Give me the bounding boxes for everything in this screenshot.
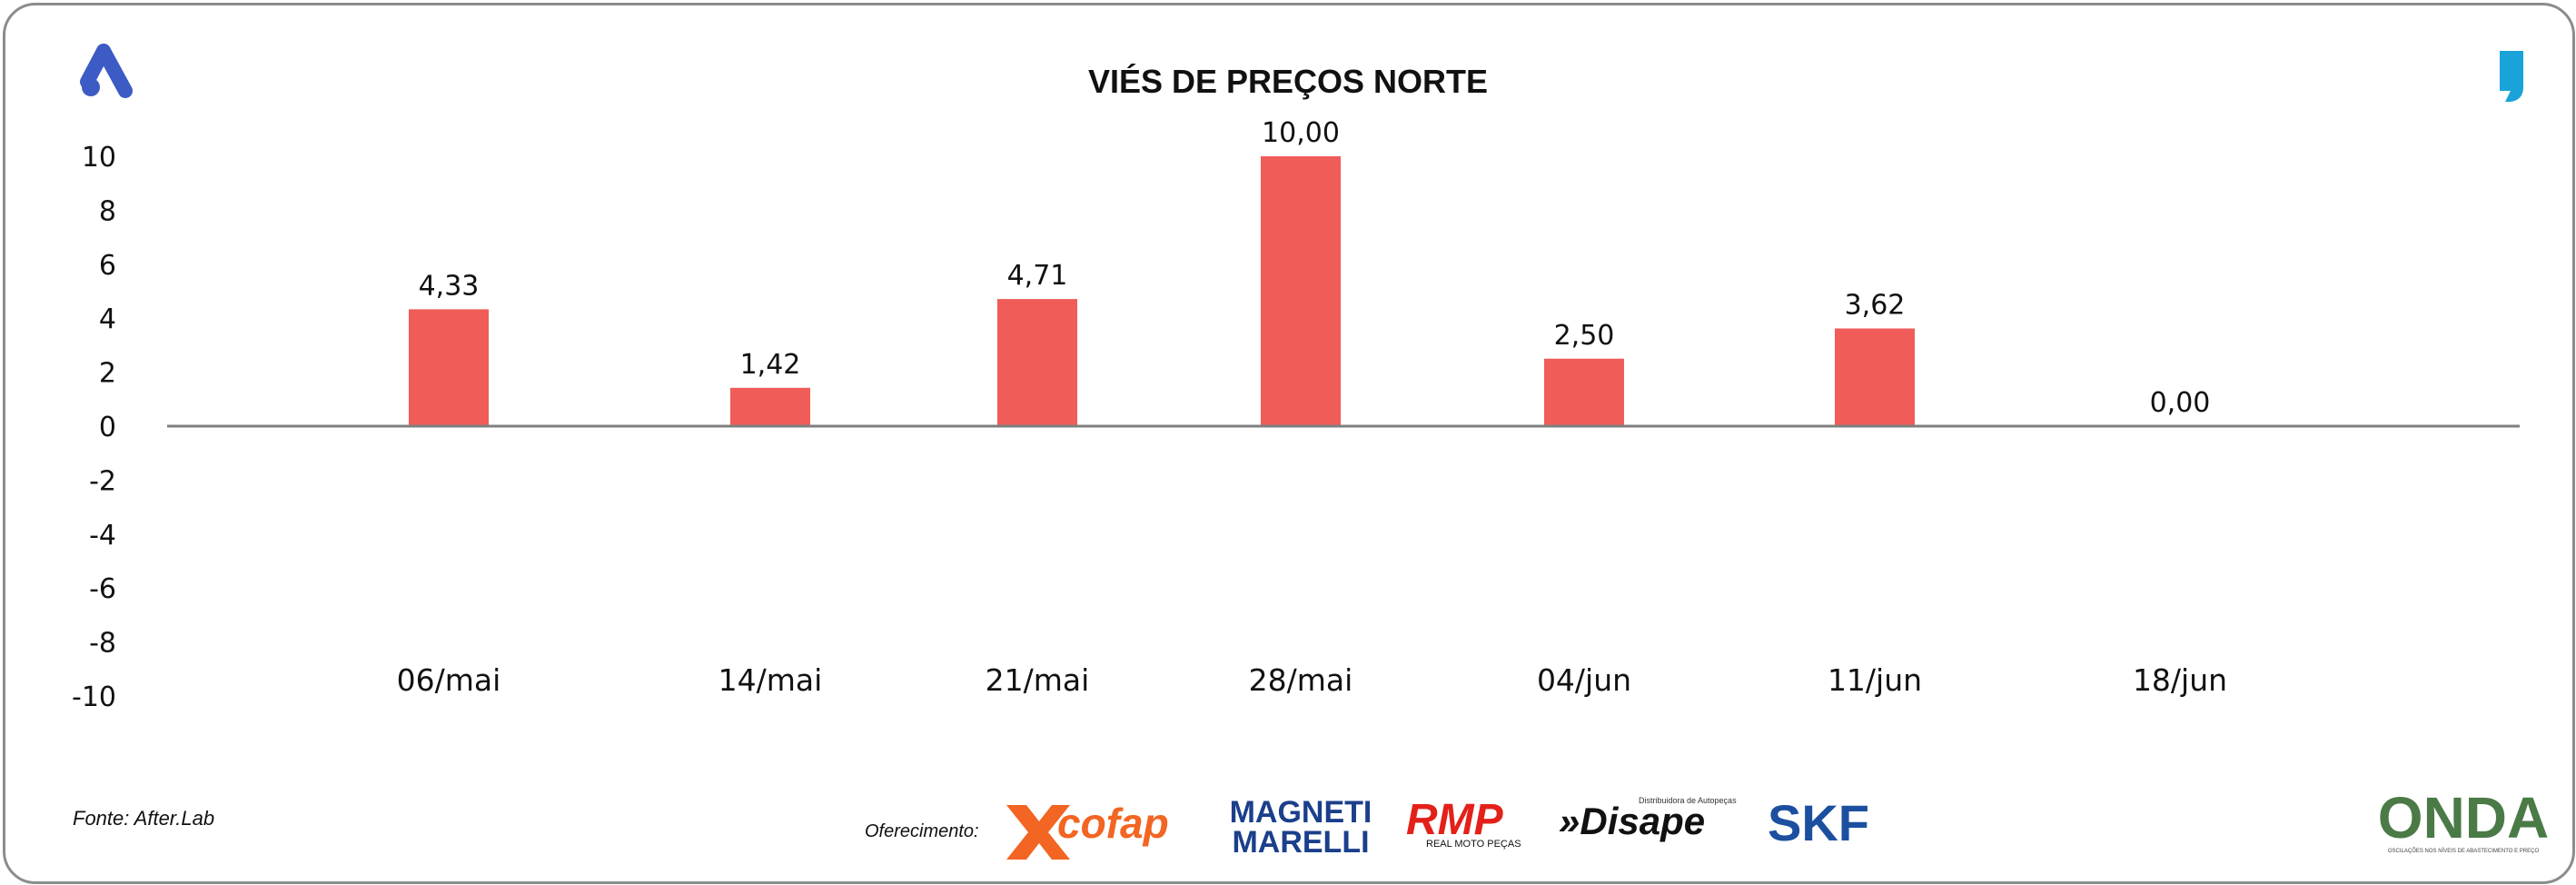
chart-frame: [3, 3, 2575, 884]
data-labels-group: 4,33 1,42 4,71 10,00 2,50 3,62 0,00: [419, 117, 2211, 419]
x-tick-label: 28/mai: [1249, 662, 1353, 698]
sponsor-label: Oferecimento:: [865, 821, 979, 841]
bar: [1835, 328, 1915, 426]
onda-logo: ONDA OSCILAÇÕES NOS NÍVEIS DE ABASTECIME…: [2378, 785, 2549, 854]
y-tick-label: -6: [89, 573, 116, 605]
y-tick-label: 10: [82, 142, 116, 174]
x-tick-label: 06/mai: [397, 662, 501, 698]
y-tick-label: 6: [99, 250, 116, 282]
y-tick-label: -10: [72, 681, 116, 713]
svg-text:»Disape: »Disape: [1559, 800, 1705, 842]
y-tick-label: -4: [89, 520, 116, 552]
quote-mark-icon: [2500, 51, 2523, 102]
magneti-marelli-logo: MAGNETI MARELLI: [1230, 795, 1372, 860]
svg-text:REAL MOTO PEÇAS: REAL MOTO PEÇAS: [1426, 839, 1521, 850]
y-axis: 10 8 6 4 2 0 -2 -4 -6 -8 -10: [72, 142, 116, 713]
x-tick-label: 14/mai: [718, 662, 823, 698]
svg-text:MARELLI: MARELLI: [1232, 825, 1369, 860]
y-tick-label: 2: [99, 358, 116, 390]
x-tick-label: 11/jun: [1828, 662, 1922, 698]
chart-title: VIÉS DE PREÇOS NORTE: [1088, 63, 1488, 100]
bar: [409, 309, 489, 426]
x-tick-label: 04/jun: [1537, 662, 1631, 698]
x-axis: 06/mai 14/mai 21/mai 28/mai 04/jun 11/jun 18/j…: [397, 662, 2227, 698]
bar: [1544, 358, 1624, 426]
cofap-logo: cofap: [1006, 800, 1169, 860]
y-tick-label: -2: [89, 465, 116, 497]
data-label: 2,50: [1554, 320, 1615, 352]
svg-text:Distribuidora de Autopeças: Distribuidora de Autopeças: [1639, 796, 1737, 805]
svg-text:RMP: RMP: [1406, 796, 1504, 844]
svg-text:OSCILAÇÕES NOS NÍVEIS DE ABAST: OSCILAÇÕES NOS NÍVEIS DE ABASTECIMENTO E…: [2388, 848, 2540, 854]
data-label: 4,71: [1007, 260, 1068, 292]
y-tick-label: 8: [99, 195, 116, 227]
y-tick-label: 4: [99, 303, 116, 335]
bars-group: [409, 156, 1915, 426]
svg-text:MAGNETI: MAGNETI: [1230, 795, 1372, 830]
disape-logo: Distribuidora de Autopeças »Disape: [1559, 796, 1737, 842]
data-label: 4,33: [419, 270, 480, 302]
svg-text:SKF: SKF: [1768, 794, 1869, 851]
bar: [1261, 156, 1341, 426]
data-label: 10,00: [1262, 117, 1340, 149]
y-tick-label: -8: [89, 628, 116, 660]
data-label: 1,42: [740, 349, 801, 381]
skf-logo: SKF: [1768, 794, 1869, 851]
x-tick-label: 21/mai: [986, 662, 1090, 698]
data-label: 0,00: [2150, 387, 2211, 419]
bar: [730, 387, 810, 426]
brand-logo-icon: [80, 44, 133, 98]
x-tick-label: 18/jun: [2133, 662, 2227, 698]
svg-text:ONDA: ONDA: [2378, 785, 2549, 850]
source-note: Fonte: After.Lab: [73, 807, 214, 830]
rmp-logo: RMP REAL MOTO PEÇAS: [1406, 796, 1521, 850]
data-label: 3,62: [1845, 289, 1906, 321]
bar: [997, 299, 1077, 426]
y-tick-label: 0: [99, 412, 116, 443]
svg-text:cofap: cofap: [1057, 800, 1169, 847]
